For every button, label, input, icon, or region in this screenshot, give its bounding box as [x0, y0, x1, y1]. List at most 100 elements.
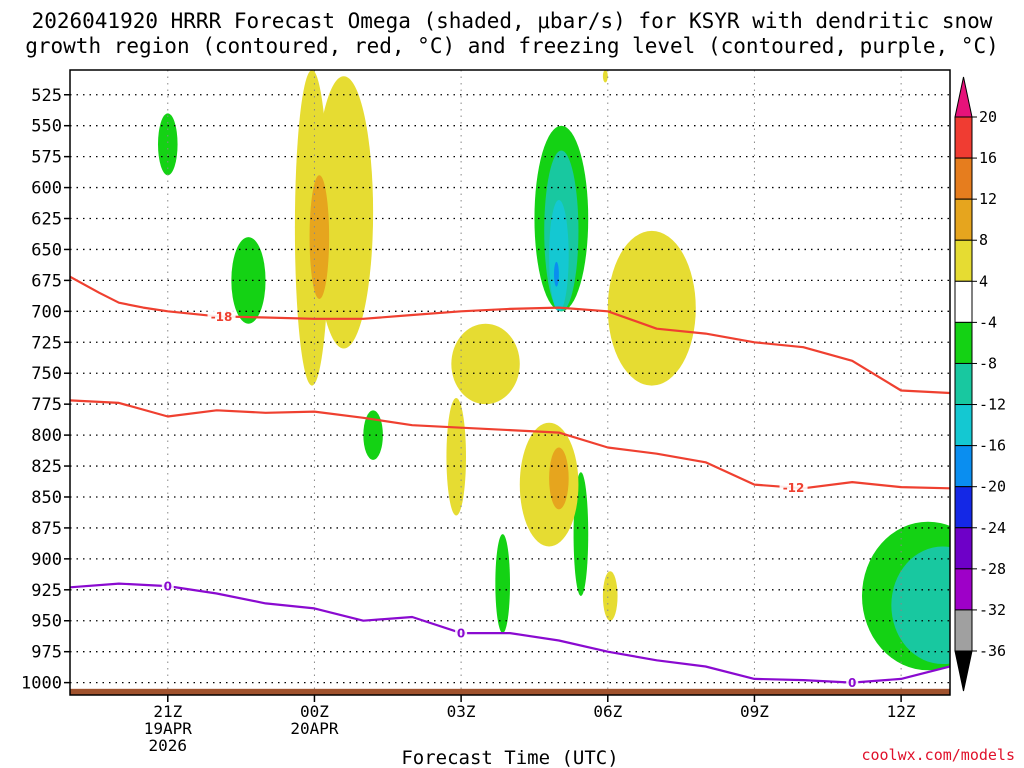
colorbar-label-20: 20 [979, 108, 997, 126]
y-tick-label-775: 775 [31, 395, 62, 415]
colorbar-label--8: -8 [979, 354, 997, 372]
y-tick-label-975: 975 [31, 643, 62, 663]
colorbar-label--4: -4 [979, 313, 997, 331]
omega-region-neg4-17 [402, 150, 422, 238]
x-tick-label-00Z-1: 20APR [290, 719, 339, 738]
y-tick-label-550: 550 [31, 117, 62, 137]
omega-region-neg8-5 [573, 472, 589, 596]
x-tick-label-03Z-0: 03Z [447, 702, 476, 721]
omega-region-neg4-3 [216, 397, 266, 522]
contour-label-dgz_-12-0: -12 [783, 481, 805, 495]
colorbar-label-4: 4 [979, 272, 988, 290]
omega-region-4-2 [446, 397, 466, 516]
y-tick-label-650: 650 [31, 240, 62, 260]
colorbar-segment-10 [954, 527, 973, 570]
x-tick-label-06Z-0: 06Z [593, 702, 622, 721]
contour-label-freezing_0-0: 0 [164, 580, 172, 594]
omega-region-neg4-13 [681, 422, 721, 522]
contour-dgz_-18 [70, 275, 950, 395]
omega-region-4-5 [607, 230, 696, 386]
y-tick-label-875: 875 [31, 519, 62, 539]
y-tick-label-750: 750 [31, 364, 62, 384]
omega-region-neg8-1 [231, 237, 266, 324]
omega-region-neg4-4 [158, 70, 193, 343]
x-axis-label: Forecast Time (UTC) [401, 747, 618, 768]
colorbar-segment-5 [954, 321, 973, 364]
omega-region-neg4-6 [280, 422, 315, 535]
colorbar-label--24: -24 [979, 519, 1006, 537]
colorbar-segment-12 [954, 609, 973, 652]
omega-region-neg8-4 [495, 534, 510, 634]
omega-region-neg8-2 [363, 410, 383, 460]
contour-label-bg-freezing_0-0 [161, 579, 174, 594]
colorbar-label--20: -20 [979, 478, 1006, 496]
colorbar-segment-3 [954, 239, 973, 282]
y-tick-label-925: 925 [31, 581, 62, 601]
y-tick-label-675: 675 [31, 271, 62, 291]
y-tick-label-950: 950 [31, 612, 62, 632]
y-tick-label-600: 600 [31, 179, 62, 199]
colorbar-segment-9 [954, 486, 973, 529]
contour-dgz_-12 [70, 399, 950, 490]
colorbar-segment-7 [954, 404, 973, 447]
colorbar-label--16: -16 [979, 437, 1006, 455]
y-tick-label-525: 525 [31, 86, 62, 106]
y-tick-label-1000: 1000 [21, 674, 62, 694]
contour-label-bg-freezing_0-1 [455, 626, 468, 641]
x-tick-label-09Z-0: 09Z [740, 702, 769, 721]
omega-region-4-7 [602, 70, 608, 83]
colorbar-label--32: -32 [979, 601, 1006, 619]
colorbar-segment-2 [954, 198, 973, 241]
colorbar-segment-8 [954, 445, 973, 488]
y-tick-label-825: 825 [31, 457, 62, 477]
omega-shading [94, 70, 950, 683]
x-tick-label-21Z-0: 21Z [153, 702, 182, 721]
contour-label-freezing_0-2: 0 [848, 676, 856, 690]
y-tick-label-575: 575 [31, 148, 62, 168]
colorbar-segment-4 [954, 280, 973, 323]
omega-region-neg8-0 [158, 113, 178, 176]
omega-region-8-1 [549, 447, 569, 510]
contour-label-bg-freezing_0-2 [846, 675, 859, 690]
x-tick-label-00Z-0: 00Z [300, 702, 329, 721]
chart-title-line-1: 2026041920 HRRR Forecast Omega (shaded, … [32, 9, 993, 33]
y-tick-label-800: 800 [31, 426, 62, 446]
y-tick-label-850: 850 [31, 488, 62, 508]
ground-strip [70, 688, 950, 695]
colorbar-label-12: 12 [979, 190, 997, 208]
colorbar-bottom-arrow [954, 650, 973, 692]
omega-region-8-0 [309, 175, 330, 299]
plot-frame [69, 69, 951, 696]
contour-label-bg-dgz_-12-0 [779, 480, 808, 495]
colorbar-segment-11 [954, 568, 973, 611]
omega-region-4-6 [602, 571, 618, 621]
omega-region-neg20-0 [554, 261, 559, 287]
x-tick-label-21Z-2: 2026 [149, 736, 188, 755]
colorbar-segment-0 [954, 116, 973, 159]
y-axis: 525 550 575 600 625 650 675 700 725 750 775 800 825 8… [21, 86, 70, 694]
colorbar-segment-1 [954, 157, 973, 200]
y-tick-label-725: 725 [31, 333, 62, 353]
colorbar-label--36: -36 [979, 642, 1006, 660]
credit-link[interactable]: coolwx.com/models [861, 746, 1015, 764]
colorbar-label--12: -12 [979, 396, 1006, 414]
omega-region-4-1 [314, 76, 374, 349]
contour-label-freezing_0-1: 0 [457, 627, 465, 641]
contour-lines: -18 -12 0 0 0 [70, 275, 950, 690]
omega-region-4-4 [519, 422, 579, 547]
contour-label-bg-dgz_-18-0 [207, 309, 236, 324]
chart-title-line-2: growth region (contoured, red, °C) and f… [25, 34, 999, 58]
y-tick-label-900: 900 [31, 550, 62, 570]
colorbar-label-8: 8 [979, 231, 988, 249]
x-tick-label-12Z-0: 12Z [887, 702, 916, 721]
colorbar-label--28: -28 [979, 560, 1006, 578]
grid-lines [70, 70, 950, 695]
colorbar-segment-6 [954, 362, 973, 406]
contour-label-dgz_-18-0: -18 [211, 310, 233, 324]
contour-freezing_0 [70, 582, 950, 684]
omega-region-neg12-1 [891, 546, 950, 665]
x-tick-label-21Z-1: 19APR [144, 719, 193, 738]
omega-region-4-3 [451, 323, 520, 405]
